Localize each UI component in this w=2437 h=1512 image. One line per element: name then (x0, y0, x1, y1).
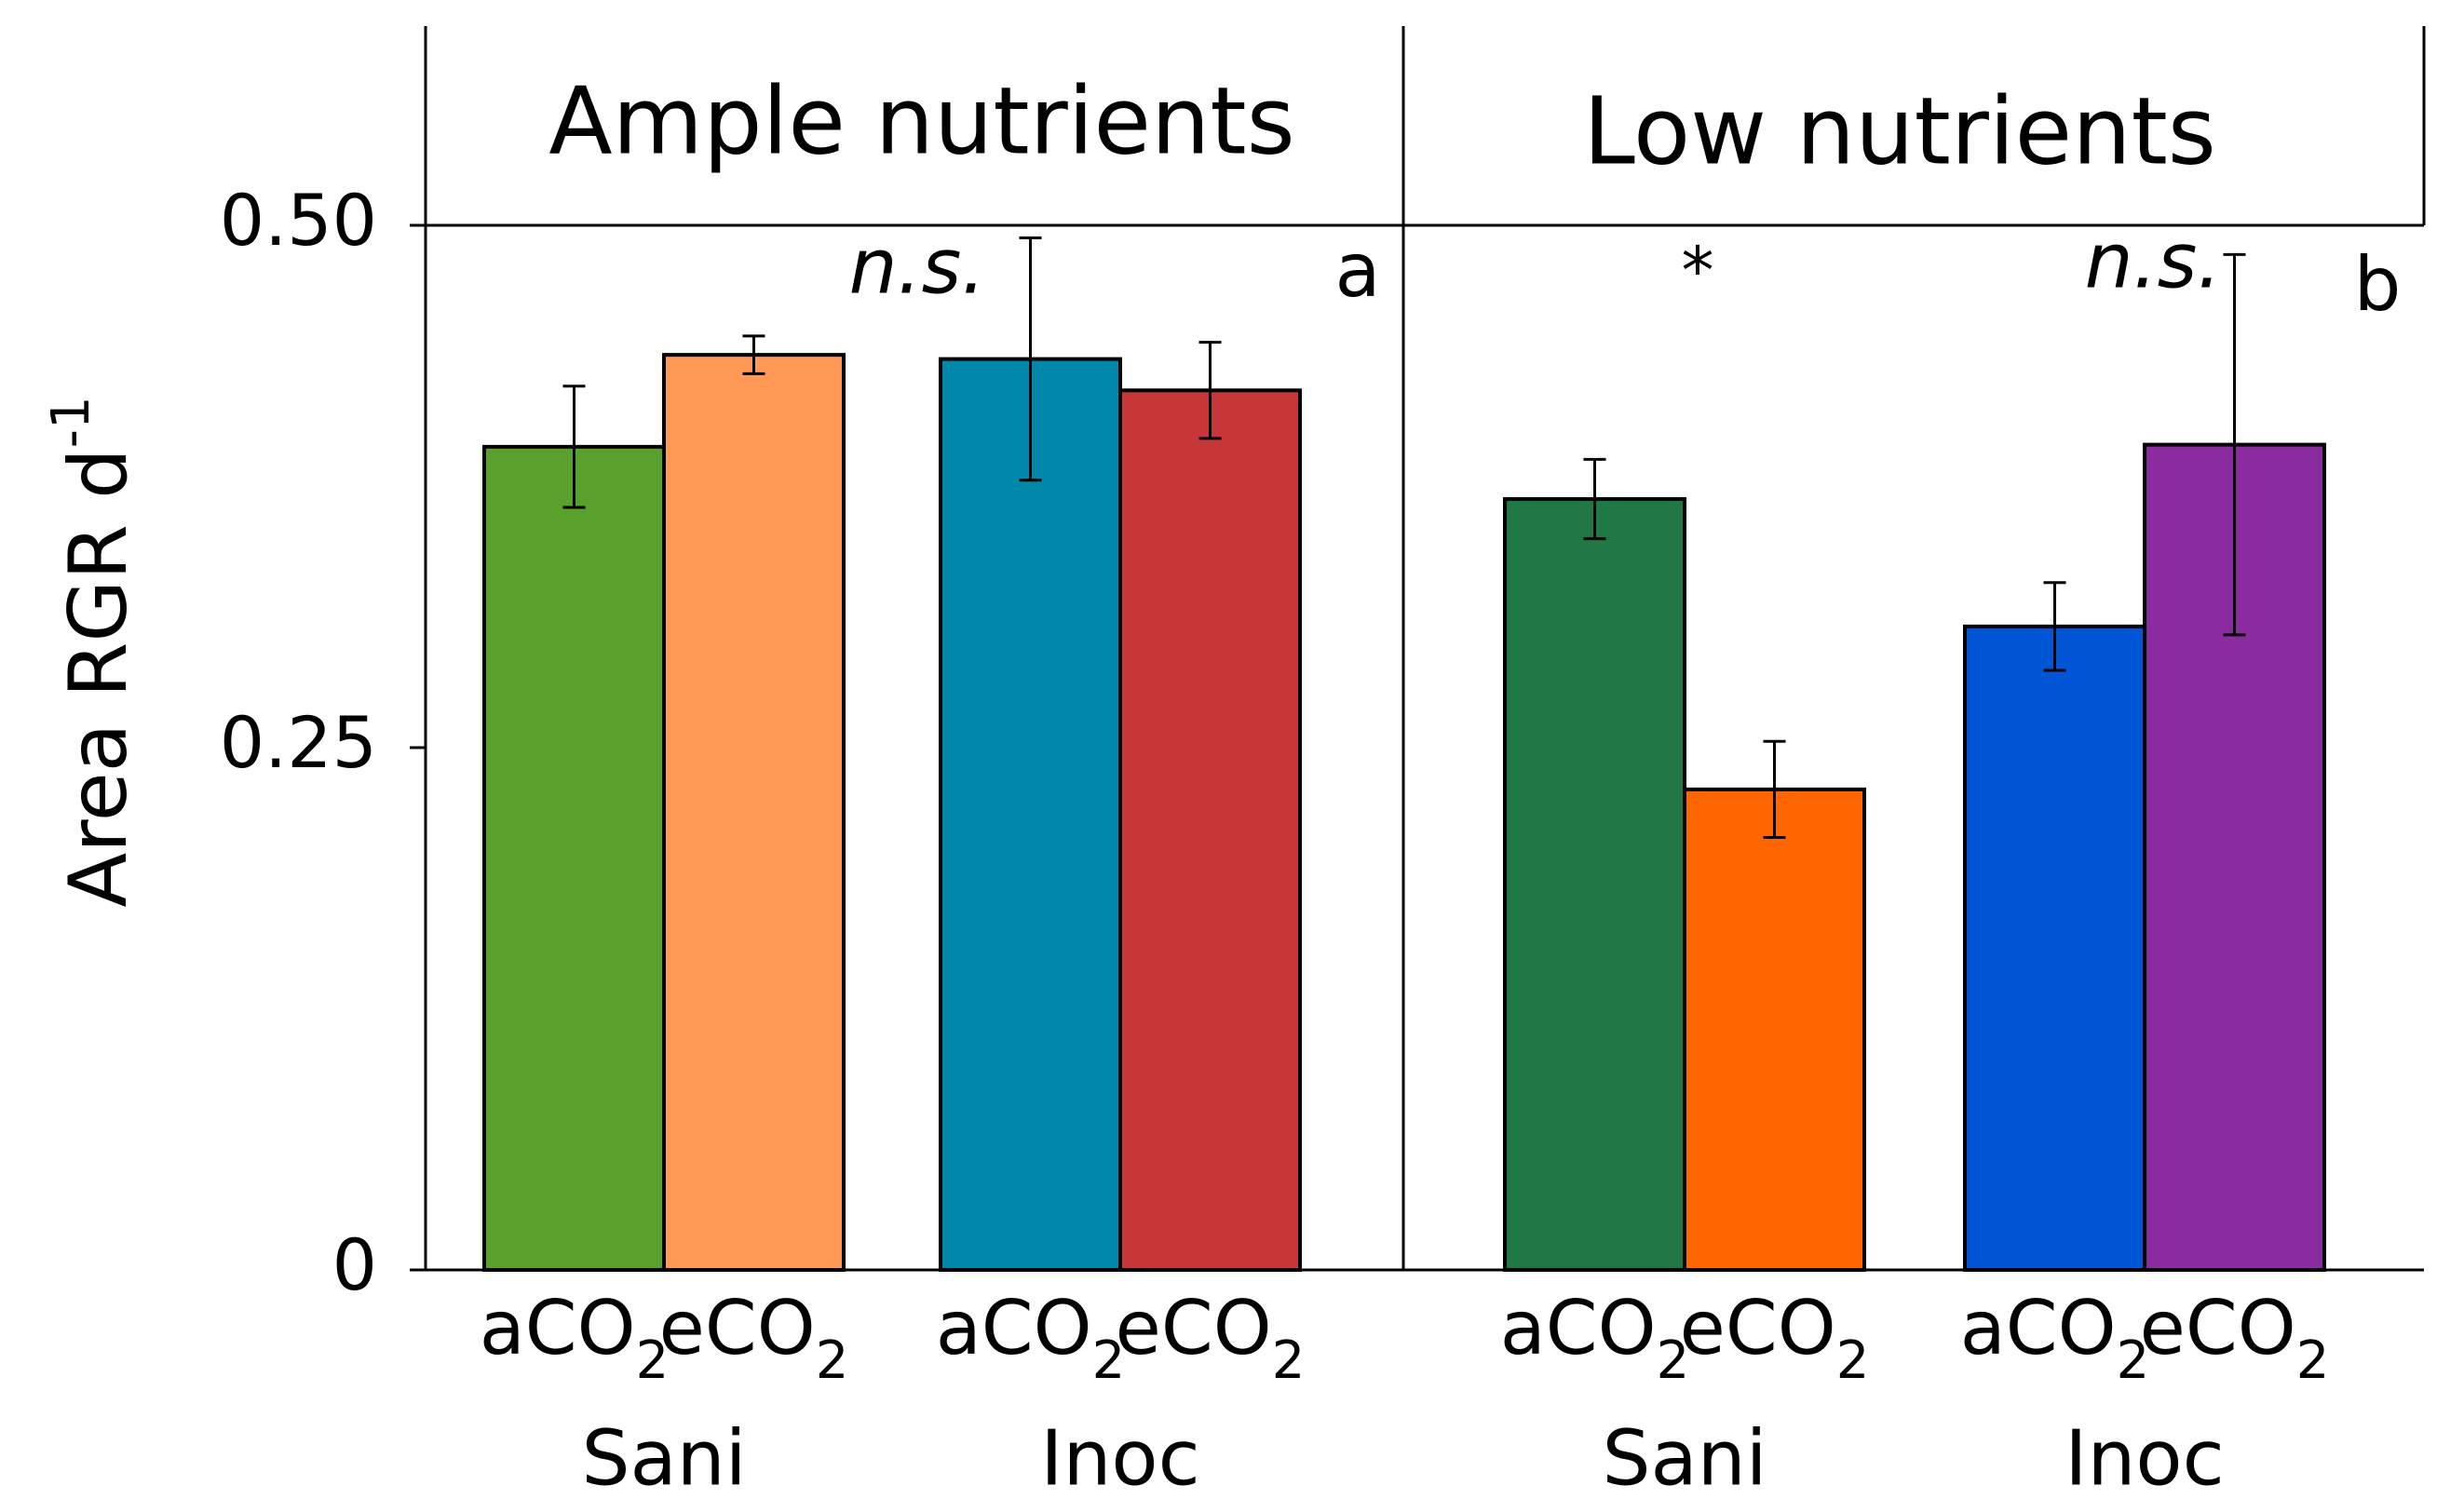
bar-p1-g0-b0 (1503, 496, 1686, 1272)
category-label-sub: 2 (816, 1330, 849, 1391)
panel-letter-b: b (2354, 241, 2402, 328)
significance-ample-sani: n.s. (849, 223, 986, 311)
category-label-sub: 2 (1092, 1330, 1126, 1391)
panel-title-low: Low nutrients (1583, 76, 2216, 185)
labels-layer: aCO2eCO2SaniaCO2eCO2InocaCO2eCO2SaniaCO2… (480, 1285, 2330, 1504)
group-label-p0-g1: Inoc (1040, 1414, 1199, 1503)
category-label-p1-g1-b1: eCO2 (2140, 1285, 2330, 1391)
bar-p1-g1-b0 (1963, 624, 2146, 1272)
category-label-sub: 2 (1272, 1330, 1306, 1391)
category-label-p0-g1-b1: eCO2 (1116, 1285, 1306, 1391)
category-label-p1-g1-b0: aCO2 (1960, 1285, 2150, 1391)
y-axis-label: Area RGR d-1 (41, 396, 146, 907)
y-tick-label-2: 0.50 (220, 179, 377, 262)
category-label-main: eCO (2140, 1285, 2296, 1371)
y-axis-label-main: Area RGR d (52, 448, 145, 907)
category-label-p0-g0-b1: eCO2 (659, 1285, 849, 1391)
category-label-sub: 2 (636, 1330, 670, 1391)
category-label-main: aCO (1960, 1285, 2117, 1371)
group-label-p0-g0: Sani (581, 1414, 746, 1503)
y-tick-label-1: 0.25 (220, 701, 377, 784)
category-label-main: aCO (480, 1285, 636, 1371)
significance-low-inoc: n.s. (2085, 217, 2222, 305)
panel-letter-a: a (1334, 227, 1380, 314)
significance-low-sani: * (1682, 233, 1714, 309)
bar-p0-g1-b0 (939, 357, 1122, 1272)
category-label-main: aCO (936, 1285, 1092, 1371)
group-label-p1-g0: Sani (1602, 1414, 1767, 1503)
category-label-main: eCO (659, 1285, 816, 1371)
bar-p0-g0-b1 (662, 353, 846, 1272)
bar-p0-g0-b0 (482, 444, 666, 1272)
y-axis-label-sup: -1 (41, 396, 102, 448)
category-label-sub: 2 (1836, 1330, 1870, 1391)
category-label-main: eCO (1680, 1285, 1836, 1371)
panel-title-ample: Ample nutrients (548, 66, 1294, 175)
group-label-p1-g1: Inoc (2065, 1414, 2224, 1503)
bar-p0-g1-b1 (1118, 388, 1302, 1272)
category-label-main: eCO (1116, 1285, 1272, 1371)
bars-layer (482, 236, 2326, 1272)
category-label-p1-g0-b0: aCO2 (1500, 1285, 1690, 1391)
category-label-main: aCO (1500, 1285, 1657, 1371)
category-label-p0-g0-b0: aCO2 (480, 1285, 670, 1391)
category-label-sub: 2 (1657, 1330, 1690, 1391)
category-label-sub: 2 (2296, 1330, 2330, 1391)
bar-p1-g0-b1 (1683, 787, 1866, 1272)
category-label-p0-g1-b0: aCO2 (936, 1285, 1126, 1391)
y-tick-label-0: 0 (332, 1223, 377, 1306)
category-label-sub: 2 (2117, 1330, 2150, 1391)
category-label-p1-g0-b1: eCO2 (1680, 1285, 1870, 1391)
